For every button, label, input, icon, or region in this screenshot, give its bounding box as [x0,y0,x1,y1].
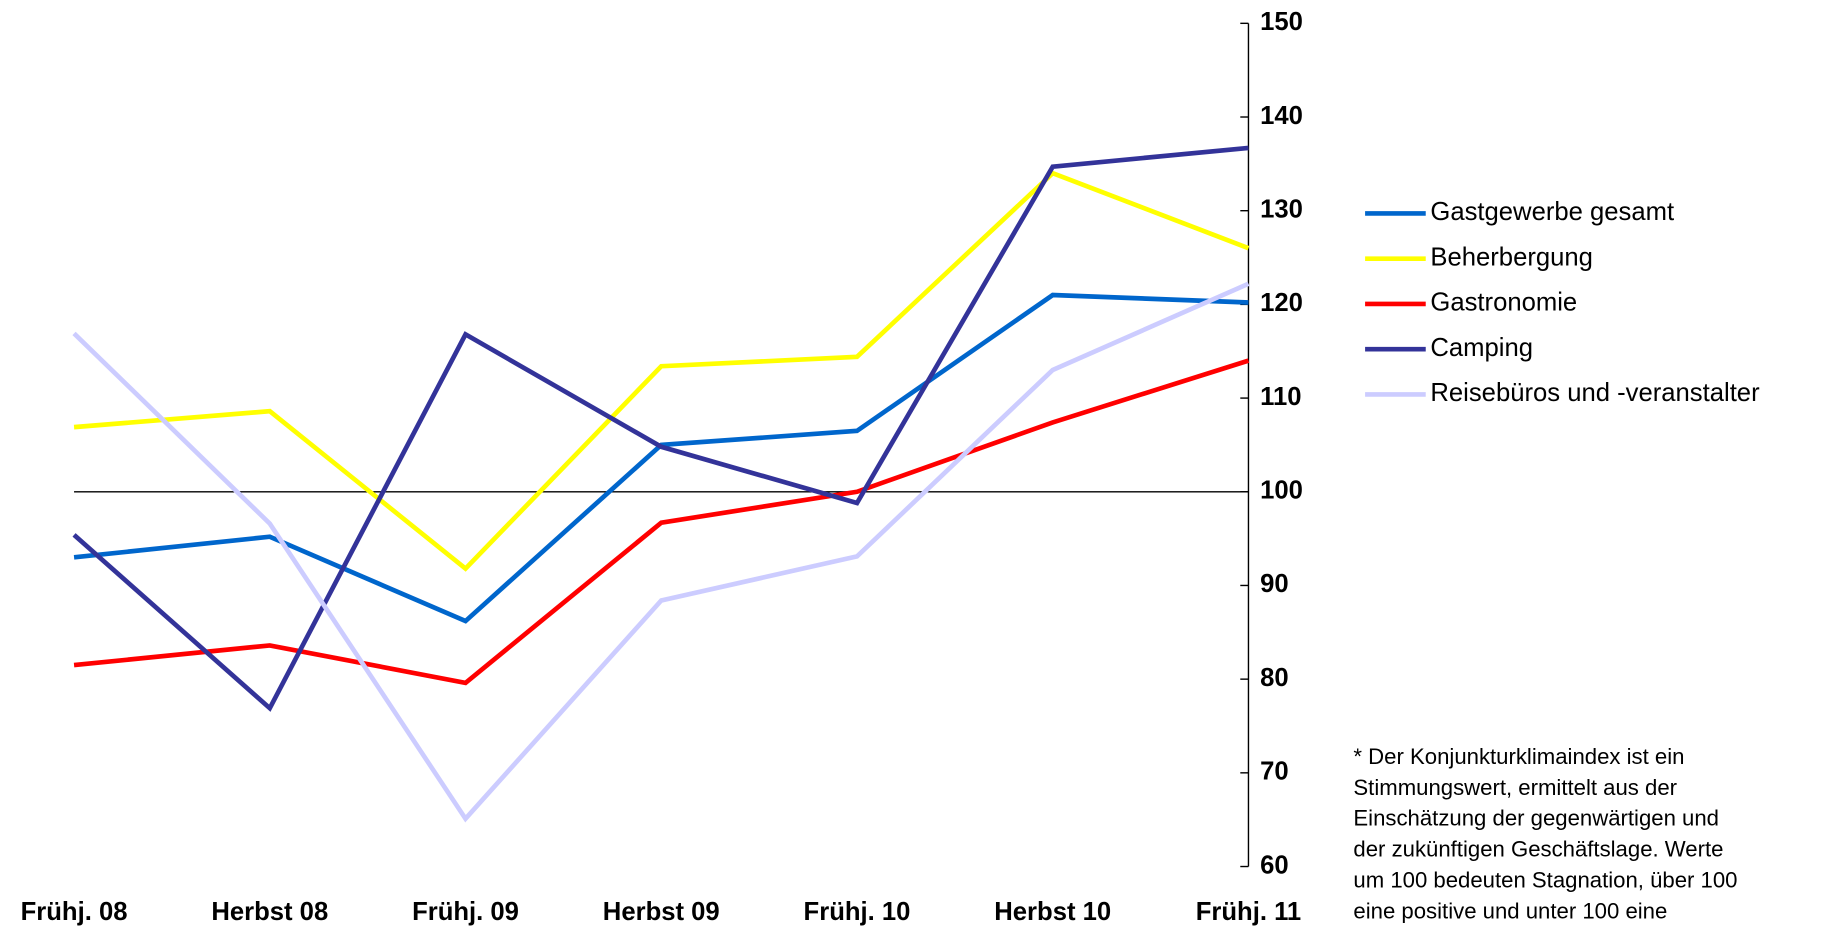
y-tick-label: 70 [1260,758,1289,786]
y-tick-label: 90 [1260,570,1289,598]
footnote-line: eine positive und unter 100 eine [1353,898,1667,923]
x-tick-label: Frühj. 10 [804,898,911,926]
y-tick-label: 130 [1260,195,1303,223]
series-line [73,170,1250,572]
y-tick-label: 80 [1260,664,1289,692]
x-tick-label: Herbst 08 [211,898,328,926]
legend-label: Gastronomie [1430,289,1577,317]
y-tick-label: 100 [1260,477,1303,505]
legend-label: Reisebüros und -veranstalter [1430,379,1760,407]
x-tick-label: Frühj. 11 [1196,898,1301,926]
y-tick-label: 140 [1260,102,1303,130]
y-tick-label: 60 [1260,851,1289,879]
series-line [72,281,1250,823]
x-tick-label: Herbst 09 [603,898,720,926]
legend-label: Gastgewerbe gesamt [1430,198,1674,226]
y-tick-label: 110 [1260,383,1301,411]
y-tick-label: 150 [1260,8,1303,36]
y-tick-label: 120 [1260,289,1303,317]
footnote-line: * Der Konjunkturklimaindex ist ein [1353,744,1684,769]
x-tick-label: Frühj. 09 [412,898,519,926]
footnote-line: um 100 bedeuten Stagnation, über 100 [1353,868,1737,893]
legend-label: Beherbergung [1430,243,1593,271]
x-tick-label: Herbst 10 [994,898,1111,926]
footnote-line: Stimmungswert, ermittelt aus der [1353,775,1677,800]
series-line [72,145,1249,712]
footnote-line: der zukünftigen Geschäftslage. Werte [1353,837,1723,862]
series-line [73,358,1250,686]
legend-label: Camping [1430,334,1533,362]
series-line [73,292,1249,624]
x-tick-label: Frühj. 08 [21,898,128,926]
footnote-line: Einschätzung der gegenwärtigen und [1353,806,1719,831]
